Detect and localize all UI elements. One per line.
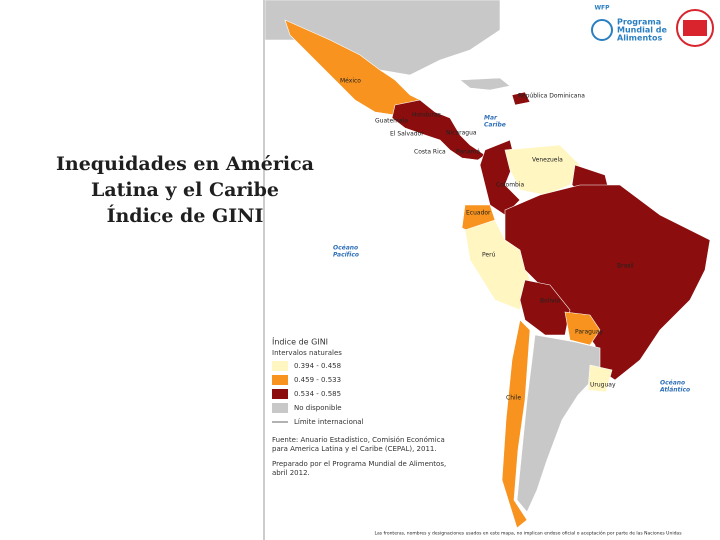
country-label: Brasil: [617, 263, 634, 270]
paraguay: [564, 311, 601, 346]
wfp-acronym: WFP: [594, 5, 610, 12]
country-label: República Dominicana: [518, 93, 585, 100]
source-line: para America Latina y el Caribe (CEPAL),…: [272, 445, 437, 453]
country-label: Venezuela: [532, 157, 563, 164]
anniversary-badge: [683, 20, 707, 36]
sea-label: Pacífico: [333, 252, 359, 259]
country-label: Panamá: [456, 149, 480, 156]
title-line: Latina y el Caribe: [91, 179, 279, 201]
disclaimer: Las fronteras, nombres y designaciones u…: [374, 530, 682, 537]
country-label: Paraguay: [575, 329, 603, 336]
legend-label: 0.394 - 0.458: [294, 362, 341, 370]
prepared-line: abril 2012.: [272, 469, 310, 477]
country-label: Uruguay: [590, 382, 616, 389]
legend-subtitle: Intervalos naturales: [272, 349, 342, 357]
legend-label: 0.459 - 0.533: [294, 376, 341, 384]
wfp-logo: [591, 19, 613, 41]
country-label: Perú: [482, 252, 496, 259]
legend-swatch: [272, 375, 288, 385]
legend-title: Índice de GINI: [272, 336, 328, 347]
peru: [464, 219, 531, 311]
legend-boundary: Límite internacional: [294, 418, 364, 426]
prepared-line: Preparado por el Programa Mundial de Ali…: [272, 460, 446, 468]
argentina: [516, 334, 601, 513]
sea-label: Caribe: [484, 122, 506, 129]
legend-swatch: [272, 403, 288, 413]
country-label: México: [340, 78, 361, 85]
bolivia: [519, 279, 571, 336]
country-label: Honduras: [412, 112, 441, 119]
sea-label: Mar: [484, 115, 498, 122]
sea-label: Océano: [333, 245, 358, 252]
logo-line: Programa: [617, 18, 661, 27]
country-label: Bolivia: [540, 298, 560, 305]
country-label: Chile: [506, 395, 521, 402]
usa: [264, 0, 501, 76]
title-line: Índice de GINI: [107, 204, 264, 227]
central-america: [391, 99, 486, 161]
chile: [501, 319, 531, 529]
logo-line: Mundial de: [617, 26, 667, 35]
country-label: Guatemala: [375, 118, 408, 125]
legend-swatch: [272, 361, 288, 371]
legend-label: 0.534 - 0.585: [294, 390, 341, 398]
legend-swatch: [272, 389, 288, 399]
country-label: Costa Rica: [414, 149, 446, 156]
country-label: El Salvador: [390, 131, 424, 138]
country-label: Nicaragua: [446, 130, 477, 137]
cuba: [459, 77, 511, 91]
country-label: Colombia: [496, 182, 525, 189]
brazil: [504, 184, 711, 381]
venezuela: [504, 144, 581, 196]
logo-line: Alimentos: [617, 34, 662, 43]
source-line: Fuente: Anuario Estadístico, Comisión Ec…: [272, 436, 445, 444]
sea-label: Océano: [660, 380, 685, 387]
uruguay: [587, 364, 613, 393]
sea-label: Atlántico: [659, 387, 690, 394]
country-label: Ecuador: [466, 210, 491, 217]
title-line: Inequidades en América: [56, 153, 314, 175]
legend-label: No disponible: [294, 404, 342, 412]
dominican-republic: [511, 91, 531, 106]
